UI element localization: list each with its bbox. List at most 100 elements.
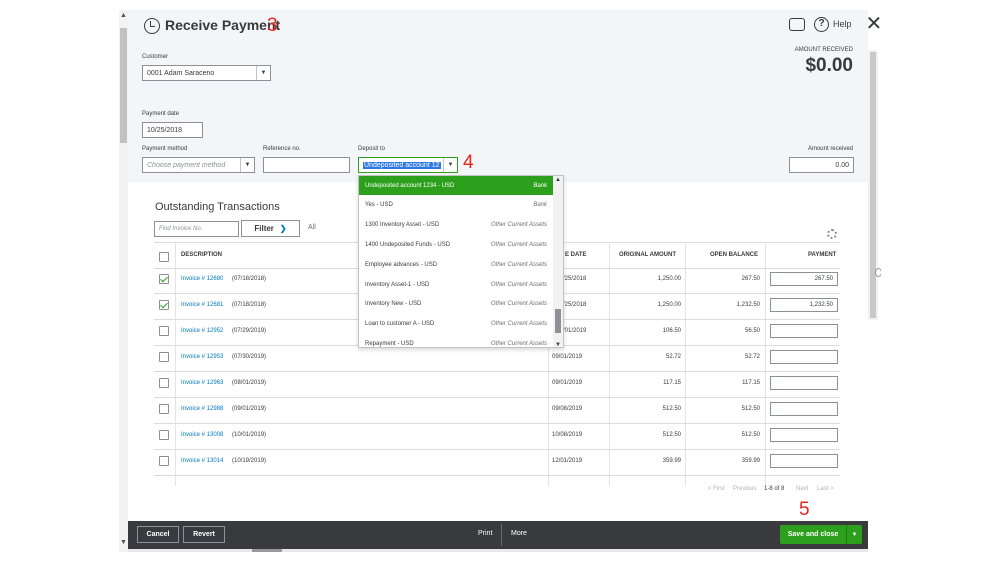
payment-input[interactable]: 267.50 <box>770 272 838 286</box>
left-scrollbar-thumb[interactable] <box>120 28 127 143</box>
more-button[interactable]: More <box>511 530 527 537</box>
dropdown-option[interactable]: 1300 Inventory Asset - USD Other Current … <box>359 216 553 235</box>
open-balance: 267.50 <box>741 276 760 282</box>
save-and-close-button[interactable]: Save and close ▼ <box>780 525 862 544</box>
row-checkbox[interactable] <box>159 456 169 466</box>
customer-select[interactable]: 0001 Adam Saraceno ▼ <box>142 65 271 81</box>
column-header-open-balance[interactable]: OPEN BALANCE <box>710 252 759 258</box>
row-checkbox[interactable] <box>159 430 169 440</box>
invoice-date: (10/01/2019) <box>232 432 267 438</box>
table-col-divider <box>175 242 176 486</box>
help-link[interactable]: Help <box>833 19 852 29</box>
pager-next[interactable]: Next <box>796 486 809 492</box>
invoice-link[interactable]: Invoice # 12963 <box>181 380 224 386</box>
scroll-down-arrow-icon[interactable]: ▼ <box>555 342 561 348</box>
payment-input[interactable] <box>770 376 838 390</box>
table-row-border <box>154 397 840 398</box>
payment-input[interactable] <box>770 428 838 442</box>
dropdown-option[interactable]: Repayment - USD Other Current Assets <box>359 334 553 347</box>
bottom-scrollbar[interactable] <box>128 549 868 552</box>
invoice-link[interactable]: Invoice # 12680 <box>181 276 224 282</box>
row-checkbox[interactable] <box>159 378 169 388</box>
row-checkbox[interactable] <box>159 274 169 284</box>
invoice-link[interactable]: Invoice # 13014 <box>181 458 224 464</box>
invoice-link[interactable]: Invoice # 13008 <box>181 432 224 438</box>
right-scrollbar[interactable] <box>868 50 878 320</box>
find-invoice-input[interactable]: Find Invoice No. <box>154 221 239 237</box>
gear-icon[interactable] <box>827 229 837 239</box>
bottom-scrollbar-thumb[interactable] <box>252 549 282 552</box>
invoice-link[interactable]: Invoice # 12681 <box>181 302 224 308</box>
table-col-divider <box>609 242 610 486</box>
invoice-date: (07/18/2018) <box>232 302 267 308</box>
dropdown-option[interactable]: Inventory New - USD Other Current Assets <box>359 295 553 314</box>
pager-last[interactable]: Last > <box>817 486 834 492</box>
chevron-down-icon[interactable]: ▼ <box>256 66 270 80</box>
reference-input[interactable] <box>263 157 350 173</box>
dropdown-option[interactable]: Loan to customer A - USD Other Current As… <box>359 315 553 334</box>
scroll-up-arrow-icon[interactable]: ▲ <box>120 12 127 19</box>
row-checkbox[interactable] <box>159 352 169 362</box>
payment-input[interactable] <box>770 350 838 364</box>
deposit-to-value[interactable]: Undeposited account 12 <box>363 161 441 169</box>
payment-date-label: Payment date <box>142 111 180 117</box>
dropdown-option[interactable]: Undeposited account 1234 - USD Bank <box>359 176 553 195</box>
chevron-down-icon[interactable]: ▼ <box>443 158 457 172</box>
resize-handle[interactable] <box>875 268 881 277</box>
row-checkbox[interactable] <box>159 300 169 310</box>
dropdown-option[interactable]: Employee advances - USD Other Current Ass… <box>359 255 553 274</box>
dropdown-option[interactable]: 1400 Undeposited Funds - USD Other Curren… <box>359 235 553 254</box>
option-account-name: Employee advances - USD <box>365 261 438 268</box>
invoice-date: (09/01/2019) <box>232 406 267 412</box>
right-scrollbar-thumb[interactable] <box>870 52 876 318</box>
row-checkbox[interactable] <box>159 326 169 336</box>
revert-button[interactable]: Revert <box>183 526 225 543</box>
invoice-link[interactable]: Invoice # 12988 <box>181 406 224 412</box>
chevron-down-icon[interactable]: ▼ <box>846 525 862 544</box>
dropdown-option[interactable]: Yes - USD Bank <box>359 196 553 215</box>
close-icon[interactable]: ✕ <box>865 13 881 35</box>
open-balance: 359.99 <box>741 458 760 464</box>
dropdown-scrollbar[interactable]: ▲ ▼ <box>553 176 563 348</box>
row-checkbox[interactable] <box>159 404 169 414</box>
column-header-due-date[interactable]: E DATE <box>565 252 587 258</box>
due-date: 10/08/2019 <box>552 432 583 438</box>
payment-method-placeholder: Choose payment method <box>147 161 226 169</box>
payment-input[interactable] <box>770 454 838 468</box>
footer-divider <box>501 524 502 546</box>
original-amount: 359.99 <box>662 458 681 464</box>
annotation-4: 4 <box>463 152 474 173</box>
payment-input[interactable]: 1,232.50 <box>770 298 838 312</box>
scroll-up-arrow-icon[interactable]: ▲ <box>555 177 561 183</box>
feedback-icon[interactable] <box>789 17 805 31</box>
payment-input[interactable] <box>770 324 838 338</box>
recent-history-icon[interactable] <box>144 18 160 34</box>
payment-method-select[interactable]: Choose payment method ▼ <box>142 157 255 173</box>
invoice-link[interactable]: Invoice # 12952 <box>181 328 224 334</box>
help-icon[interactable]: ? <box>814 16 829 32</box>
column-header-description[interactable]: DESCRIPTION <box>181 252 223 258</box>
option-account-type: Other Current Assets <box>490 321 547 328</box>
open-balance: 512.50 <box>741 432 760 438</box>
original-amount: 117.15 <box>663 380 681 386</box>
column-header-payment[interactable]: PAYMENT <box>808 252 837 258</box>
table-col-divider <box>685 242 686 486</box>
dropdown-option[interactable]: Inventory Asset-1 - USD Other Current Ass… <box>359 275 553 294</box>
chevron-down-icon[interactable]: ▼ <box>240 158 254 172</box>
column-header-original-amount[interactable]: ORIGINAL AMOUNT <box>619 252 676 258</box>
print-button[interactable]: Print <box>478 530 493 537</box>
scroll-down-arrow-icon[interactable]: ▼ <box>120 539 127 546</box>
select-all-checkbox[interactable] <box>159 252 169 262</box>
left-scrollbar[interactable]: ▲ ▼ <box>119 10 128 552</box>
payment-input[interactable] <box>770 402 838 416</box>
cancel-button[interactable]: Cancel <box>137 526 179 543</box>
filter-button[interactable]: Filter ❯ <box>241 220 300 237</box>
payment-date-input[interactable]: 10/25/2018 <box>142 122 203 138</box>
pager-previous[interactable]: Previous <box>733 486 757 492</box>
amount-received-label: AMOUNT RECEIVED <box>794 47 853 53</box>
invoice-link[interactable]: Invoice # 12953 <box>181 354 224 360</box>
dropdown-scrollbar-thumb[interactable] <box>555 309 561 333</box>
pager-first[interactable]: < First <box>708 486 725 492</box>
amount-received-input[interactable]: 0.00 <box>789 157 854 173</box>
deposit-to-select[interactable]: Undeposited account 12 ▼ <box>358 157 458 173</box>
